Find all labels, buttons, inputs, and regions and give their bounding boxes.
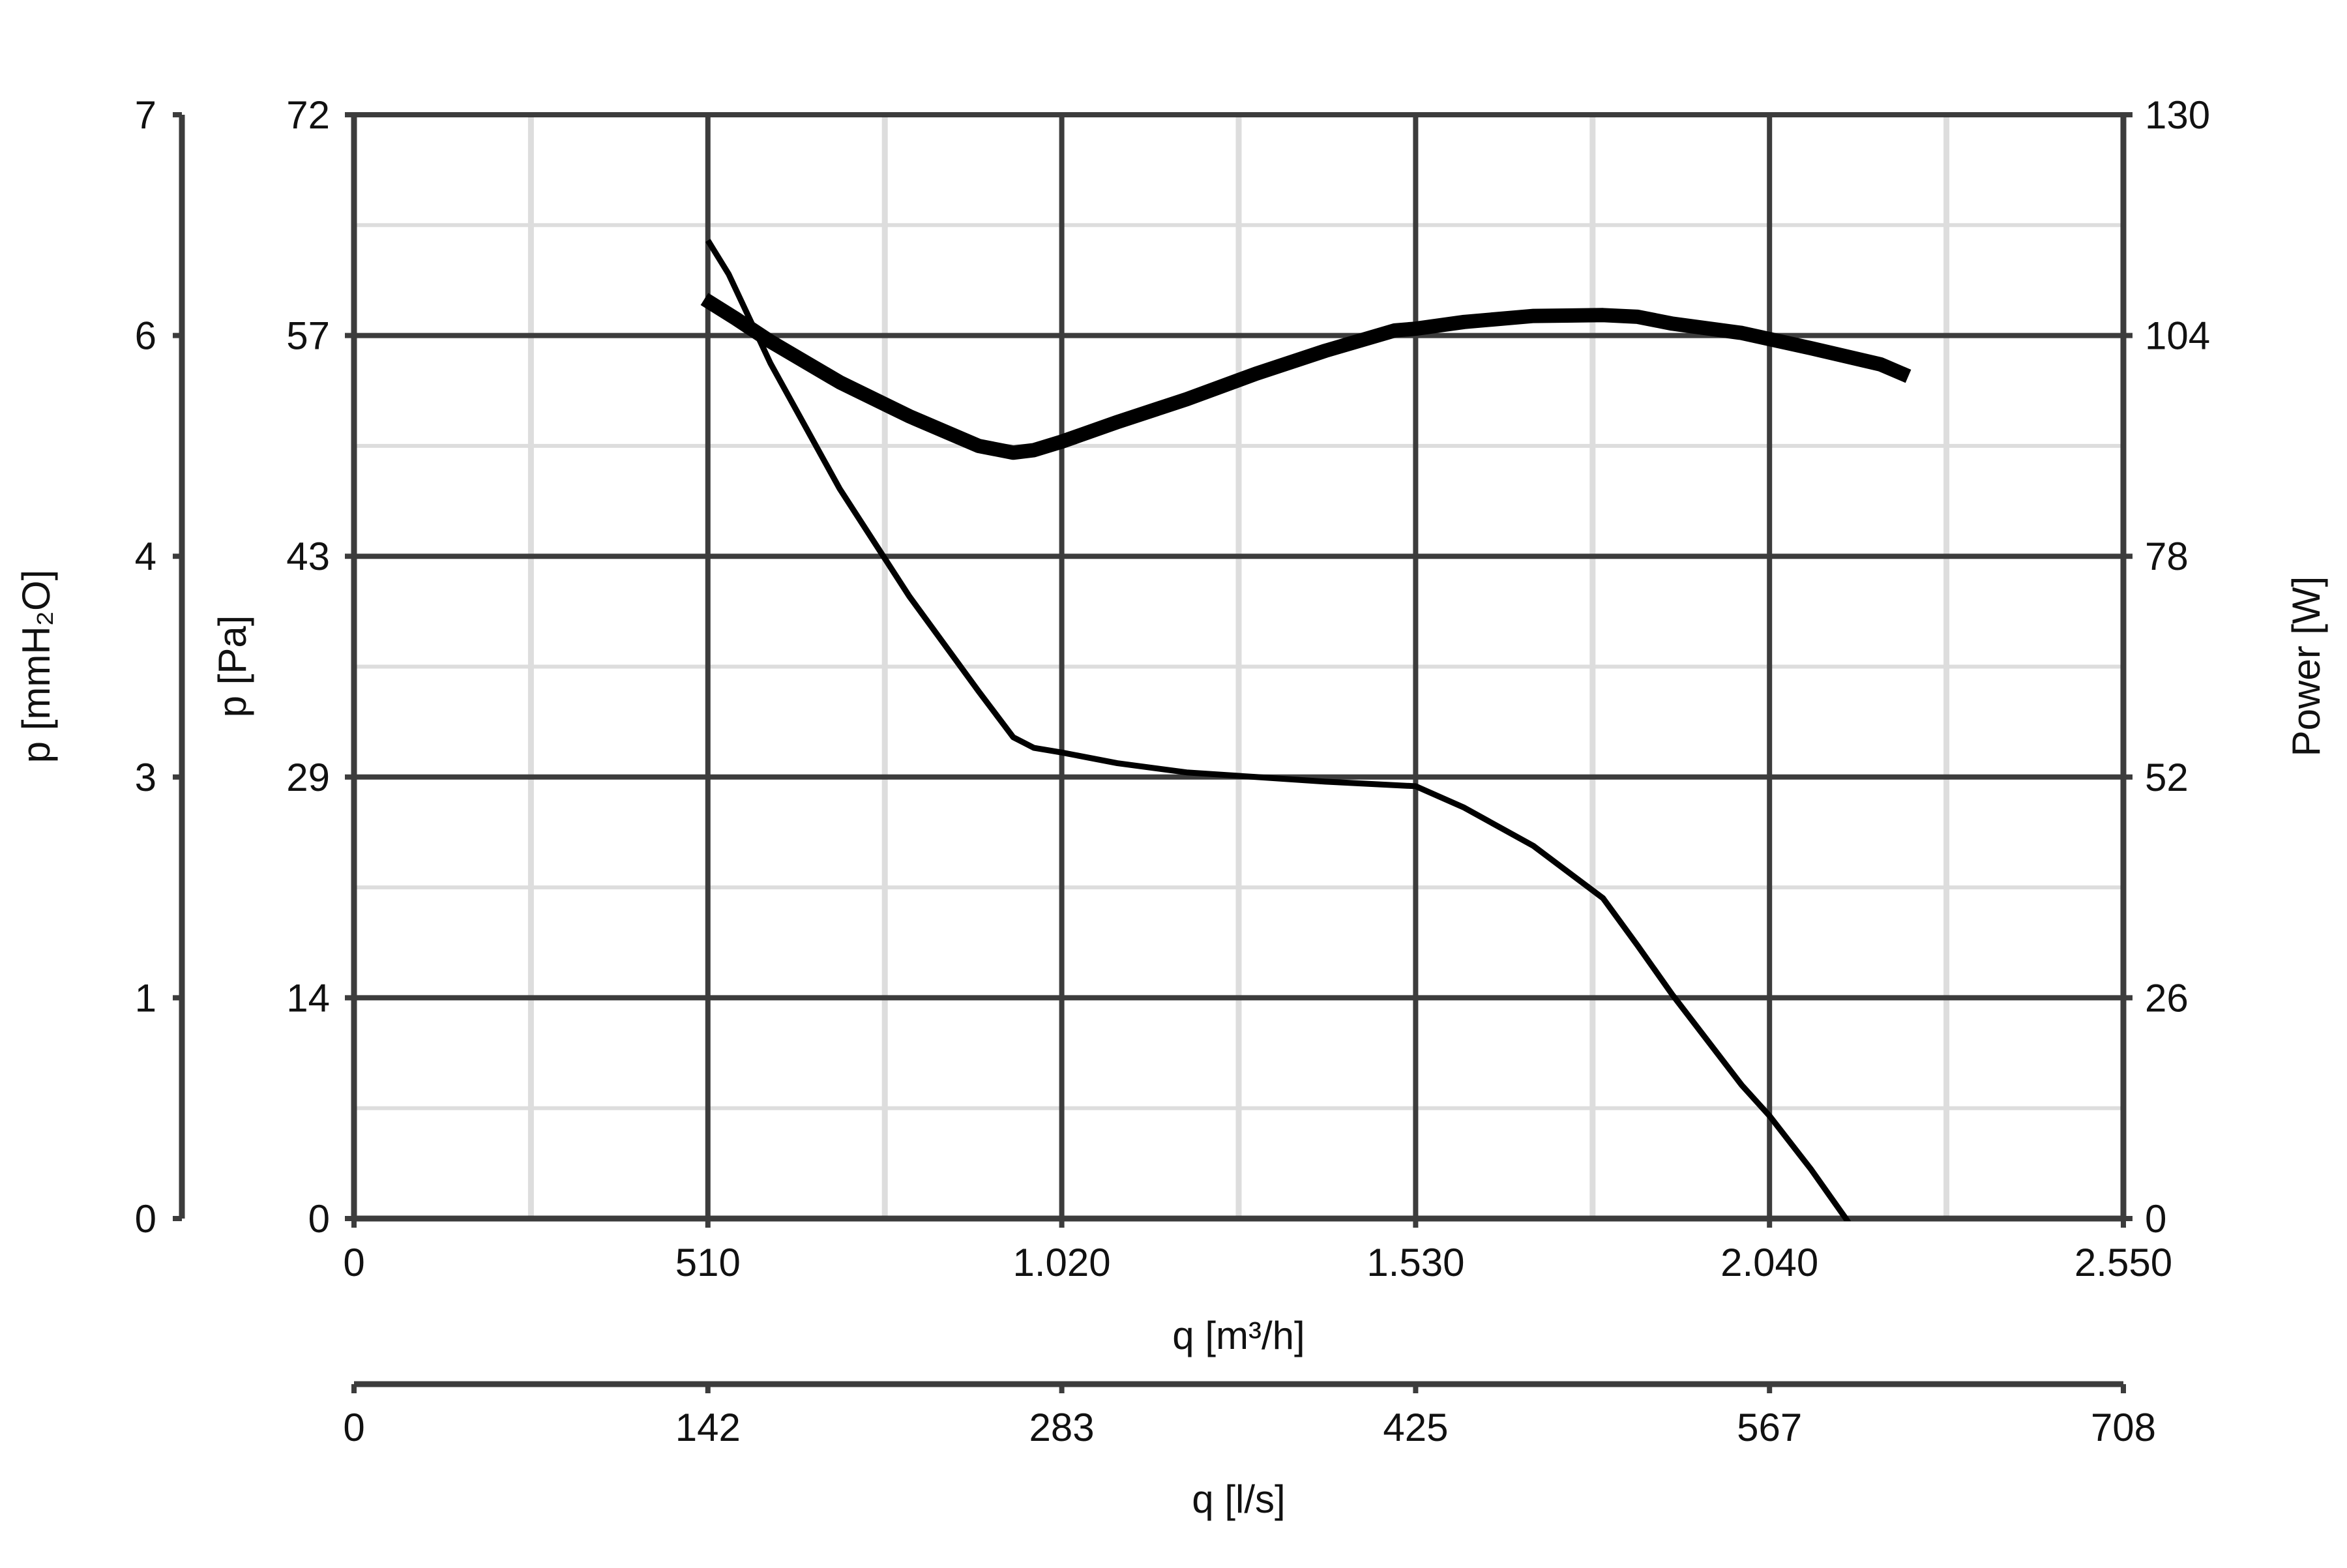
x2-tick-label: 567 <box>1737 1406 1802 1449</box>
y2-tick-label: 0 <box>135 1197 156 1241</box>
x2-tick-label: 708 <box>2091 1406 2156 1449</box>
x-tick-label: 1.530 <box>1366 1241 1464 1284</box>
x2-axis-title: q [l/s] <box>1192 1477 1285 1521</box>
y-tick-label: 14 <box>286 976 330 1020</box>
y3-tick-label: 78 <box>2145 535 2189 578</box>
series-lines <box>700 239 1912 1221</box>
axis-titles: q [m³/h] q [l/s] p [Pa] p [mmH₂O] Power … <box>14 570 2328 1521</box>
y2-tick-label: 4 <box>135 535 156 578</box>
axes <box>173 112 2133 1393</box>
y2-axis-title: p [mmH₂O] <box>14 570 58 763</box>
x-tick-label: 510 <box>675 1241 741 1284</box>
x-tick-label: 2.040 <box>1720 1241 1818 1284</box>
x-tick-label: 0 <box>343 1241 364 1284</box>
grid <box>354 115 2123 1219</box>
y3-tick-label: 52 <box>2145 756 2189 799</box>
y-tick-label: 29 <box>286 756 330 799</box>
x2-tick-label: 283 <box>1029 1406 1095 1449</box>
y-tick-label: 0 <box>308 1197 330 1241</box>
y3-tick-label: 130 <box>2145 93 2210 137</box>
y2-tick-label: 1 <box>135 976 156 1020</box>
x2-tick-label: 142 <box>675 1406 741 1449</box>
y2-tick-label: 3 <box>135 756 156 799</box>
x2-tick-label: 0 <box>343 1406 364 1449</box>
pressure-curve-line <box>705 239 1852 1221</box>
x2-tick-label: 425 <box>1383 1406 1448 1449</box>
y3-tick-label: 0 <box>2145 1197 2166 1241</box>
y2-tick-label: 6 <box>135 314 156 358</box>
x-axis-title: q [m³/h] <box>1172 1314 1305 1357</box>
x-tick-label: 1.020 <box>1013 1241 1111 1284</box>
y-tick-label: 43 <box>286 535 330 578</box>
y3-tick-label: 26 <box>2145 976 2189 1020</box>
y-axis-title: p [Pa] <box>211 615 254 718</box>
x-tick-label: 2.550 <box>2074 1241 2172 1284</box>
y-tick-label: 57 <box>286 314 330 358</box>
power-curve-line <box>700 293 1912 460</box>
y2-tick-label: 7 <box>135 93 156 137</box>
y-tick-label: 72 <box>286 93 330 137</box>
y3-axis-title: Power [W] <box>2284 576 2328 757</box>
y3-tick-label: 104 <box>2145 314 2210 358</box>
